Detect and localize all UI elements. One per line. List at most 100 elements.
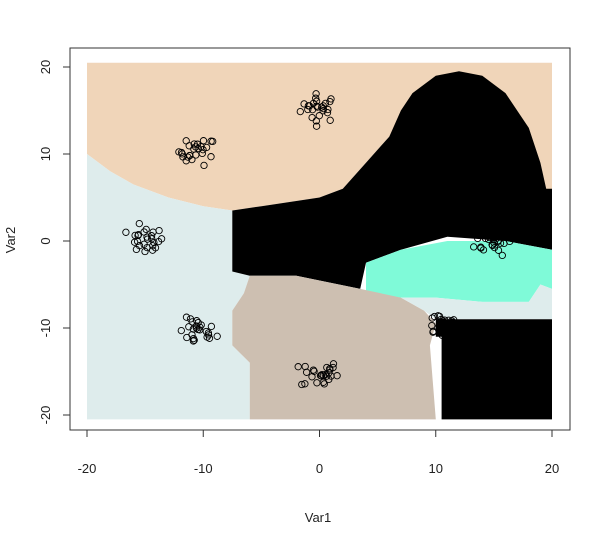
data-point [149, 228, 157, 236]
data-point [323, 363, 331, 372]
data-points [122, 90, 514, 389]
y-axis-title: Var2 [3, 227, 18, 254]
data-point [142, 225, 150, 234]
data-point [321, 99, 330, 108]
data-point [308, 373, 316, 381]
x-tick-label: 20 [545, 461, 559, 476]
data-point [470, 243, 478, 251]
data-point [326, 97, 334, 106]
data-point [185, 323, 193, 331]
x-tick-label: 0 [316, 461, 323, 476]
y-axis: -20 -10 0 10 20 [38, 60, 71, 425]
data-point [503, 226, 512, 235]
data-point [177, 326, 185, 335]
data-point [184, 153, 192, 161]
y-tick-label: -20 [38, 406, 53, 425]
data-point [141, 247, 149, 256]
cluster-upper-left [175, 137, 217, 170]
cluster-right [457, 226, 514, 260]
data-point [320, 380, 328, 388]
data-point [134, 231, 142, 240]
data-point [150, 238, 158, 247]
data-point [207, 322, 216, 331]
cluster-bottom-center [294, 360, 341, 389]
data-point [436, 328, 445, 336]
region-lightcyan [87, 154, 250, 420]
x-axis: -20 -10 0 10 20 [78, 429, 559, 476]
x-tick-label: -10 [194, 461, 213, 476]
data-point [494, 237, 502, 246]
data-point [298, 380, 306, 389]
data-point [182, 313, 191, 321]
data-point [205, 334, 214, 342]
data-point [428, 314, 436, 322]
data-point [140, 240, 148, 248]
y-tick-label: -10 [38, 319, 53, 338]
data-point [199, 146, 207, 154]
data-point [130, 238, 139, 246]
data-point [329, 360, 338, 368]
data-point [304, 105, 312, 114]
data-point [207, 153, 215, 161]
data-point [294, 363, 302, 371]
data-point [190, 145, 198, 153]
data-point [445, 316, 453, 324]
data-point [133, 237, 142, 246]
data-point [430, 312, 439, 321]
data-point [474, 234, 482, 243]
region-black-upper [232, 71, 553, 289]
data-point [485, 233, 494, 242]
data-point [300, 100, 308, 108]
data-point [312, 90, 320, 98]
x-tick-label: -20 [78, 461, 97, 476]
data-point [436, 320, 444, 329]
data-point [179, 153, 187, 161]
data-point [437, 315, 445, 324]
data-point [477, 244, 485, 252]
data-point [213, 332, 221, 340]
data-point [148, 235, 156, 243]
data-point [177, 148, 186, 157]
data-point [326, 116, 334, 124]
data-point [196, 326, 204, 334]
data-point [194, 318, 202, 327]
data-point [319, 371, 328, 379]
data-point [135, 242, 144, 250]
data-point [324, 105, 332, 114]
data-point [323, 109, 332, 117]
data-point [186, 151, 194, 160]
data-point [186, 315, 195, 323]
y-tick-label: 20 [38, 60, 53, 74]
data-point [318, 370, 326, 379]
region-lightcyan-strip [400, 284, 552, 320]
data-point [319, 378, 328, 386]
data-point [202, 327, 210, 336]
data-point [148, 246, 157, 254]
data-point [488, 241, 497, 250]
cluster-top-center [296, 90, 335, 130]
data-point [190, 140, 198, 148]
data-point [209, 137, 217, 146]
data-point [319, 104, 328, 113]
data-point [182, 137, 190, 145]
cluster-left [122, 219, 166, 256]
data-point [318, 103, 326, 111]
data-point [175, 148, 183, 156]
data-point [301, 380, 309, 388]
data-point [429, 328, 437, 336]
data-point [490, 243, 499, 252]
region-tan [232, 275, 436, 420]
data-point [135, 219, 143, 228]
data-point [190, 336, 198, 344]
data-point [481, 234, 490, 243]
y-tick-label: 0 [38, 237, 53, 244]
data-point [140, 228, 148, 236]
data-point [200, 161, 208, 170]
data-point [296, 107, 304, 116]
data-point [457, 229, 466, 237]
data-point [202, 143, 211, 152]
data-point [309, 366, 318, 374]
data-point [496, 239, 505, 247]
cluster-lower-left [177, 313, 221, 345]
